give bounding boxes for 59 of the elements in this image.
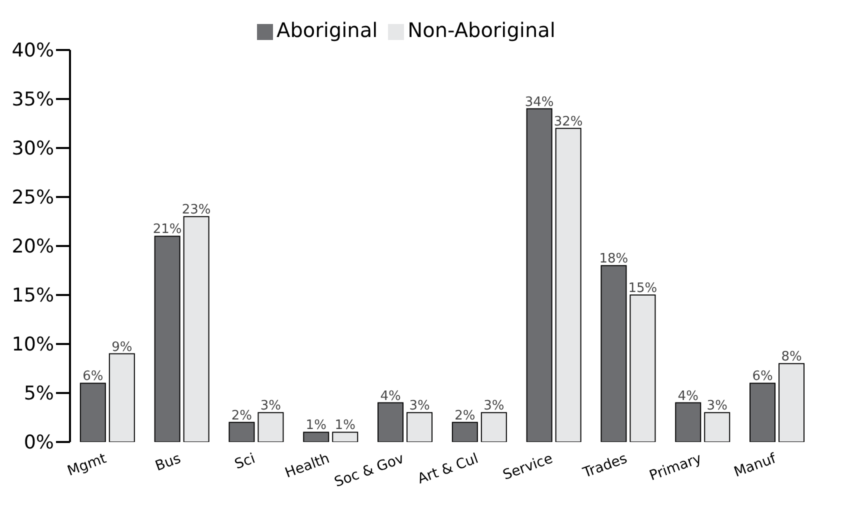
bar <box>480 412 507 442</box>
bar <box>303 432 330 442</box>
data-label: 3% <box>484 398 504 414</box>
y-tick-label: 35% <box>12 88 54 111</box>
data-label: 3% <box>260 398 282 414</box>
data-label: 23% <box>182 202 211 218</box>
legend-label: Non-Aboriginal <box>408 18 556 42</box>
x-tick-label: Health <box>283 450 332 482</box>
data-label: 6% <box>82 369 104 384</box>
bar <box>228 422 255 442</box>
data-label: 34% <box>524 94 554 110</box>
data-label: 1% <box>334 418 356 434</box>
y-tick-label: 5% <box>24 382 54 405</box>
x-tick-label: Service <box>500 450 555 484</box>
y-tick-label: 25% <box>12 186 54 209</box>
data-label: 3% <box>706 398 728 414</box>
data-label: 6% <box>752 369 773 384</box>
bar <box>80 382 106 442</box>
bar <box>452 422 478 442</box>
bar <box>555 128 582 442</box>
y-tick-label: 40% <box>12 40 54 62</box>
y-tick-label: 30% <box>12 138 54 160</box>
bar <box>778 363 805 442</box>
bar <box>630 294 656 442</box>
data-label: 3% <box>409 398 430 414</box>
x-tick-label: Sci <box>232 450 258 473</box>
data-label: 15% <box>628 281 658 296</box>
data-label: 21% <box>152 222 182 238</box>
y-tick-label: 20% <box>12 236 54 258</box>
bar <box>154 236 180 442</box>
x-tick-label: Soc & Gov <box>332 450 406 491</box>
x-tick-label: Bus <box>153 450 183 475</box>
y-tick-label: 10% <box>12 334 54 356</box>
x-tick-label: Mgmt <box>65 450 110 480</box>
data-label: 18% <box>599 252 628 267</box>
bar <box>406 412 433 442</box>
bar <box>108 353 135 442</box>
y-tick-label: 0% <box>24 432 54 454</box>
bar <box>332 432 358 442</box>
legend-label: Aboriginal <box>276 18 378 42</box>
bar <box>526 108 552 442</box>
data-label: 9% <box>112 340 132 355</box>
bar <box>600 265 627 442</box>
bar <box>675 402 702 442</box>
data-label: 8% <box>781 350 802 365</box>
data-label: 4% <box>380 388 401 404</box>
x-tick-label: Trades <box>580 450 630 482</box>
data-label: 32% <box>554 114 583 130</box>
data-label: 4% <box>678 388 698 404</box>
bar <box>750 382 776 442</box>
bar <box>258 412 284 442</box>
data-label: 2% <box>231 408 252 424</box>
y-tick-label: 15% <box>12 284 54 307</box>
bar <box>378 402 404 442</box>
data-label: 1% <box>306 418 326 434</box>
x-tick-label: Art & Cul <box>416 450 481 488</box>
bar <box>183 216 210 442</box>
bar <box>704 412 730 442</box>
data-label: 2% <box>454 408 476 424</box>
